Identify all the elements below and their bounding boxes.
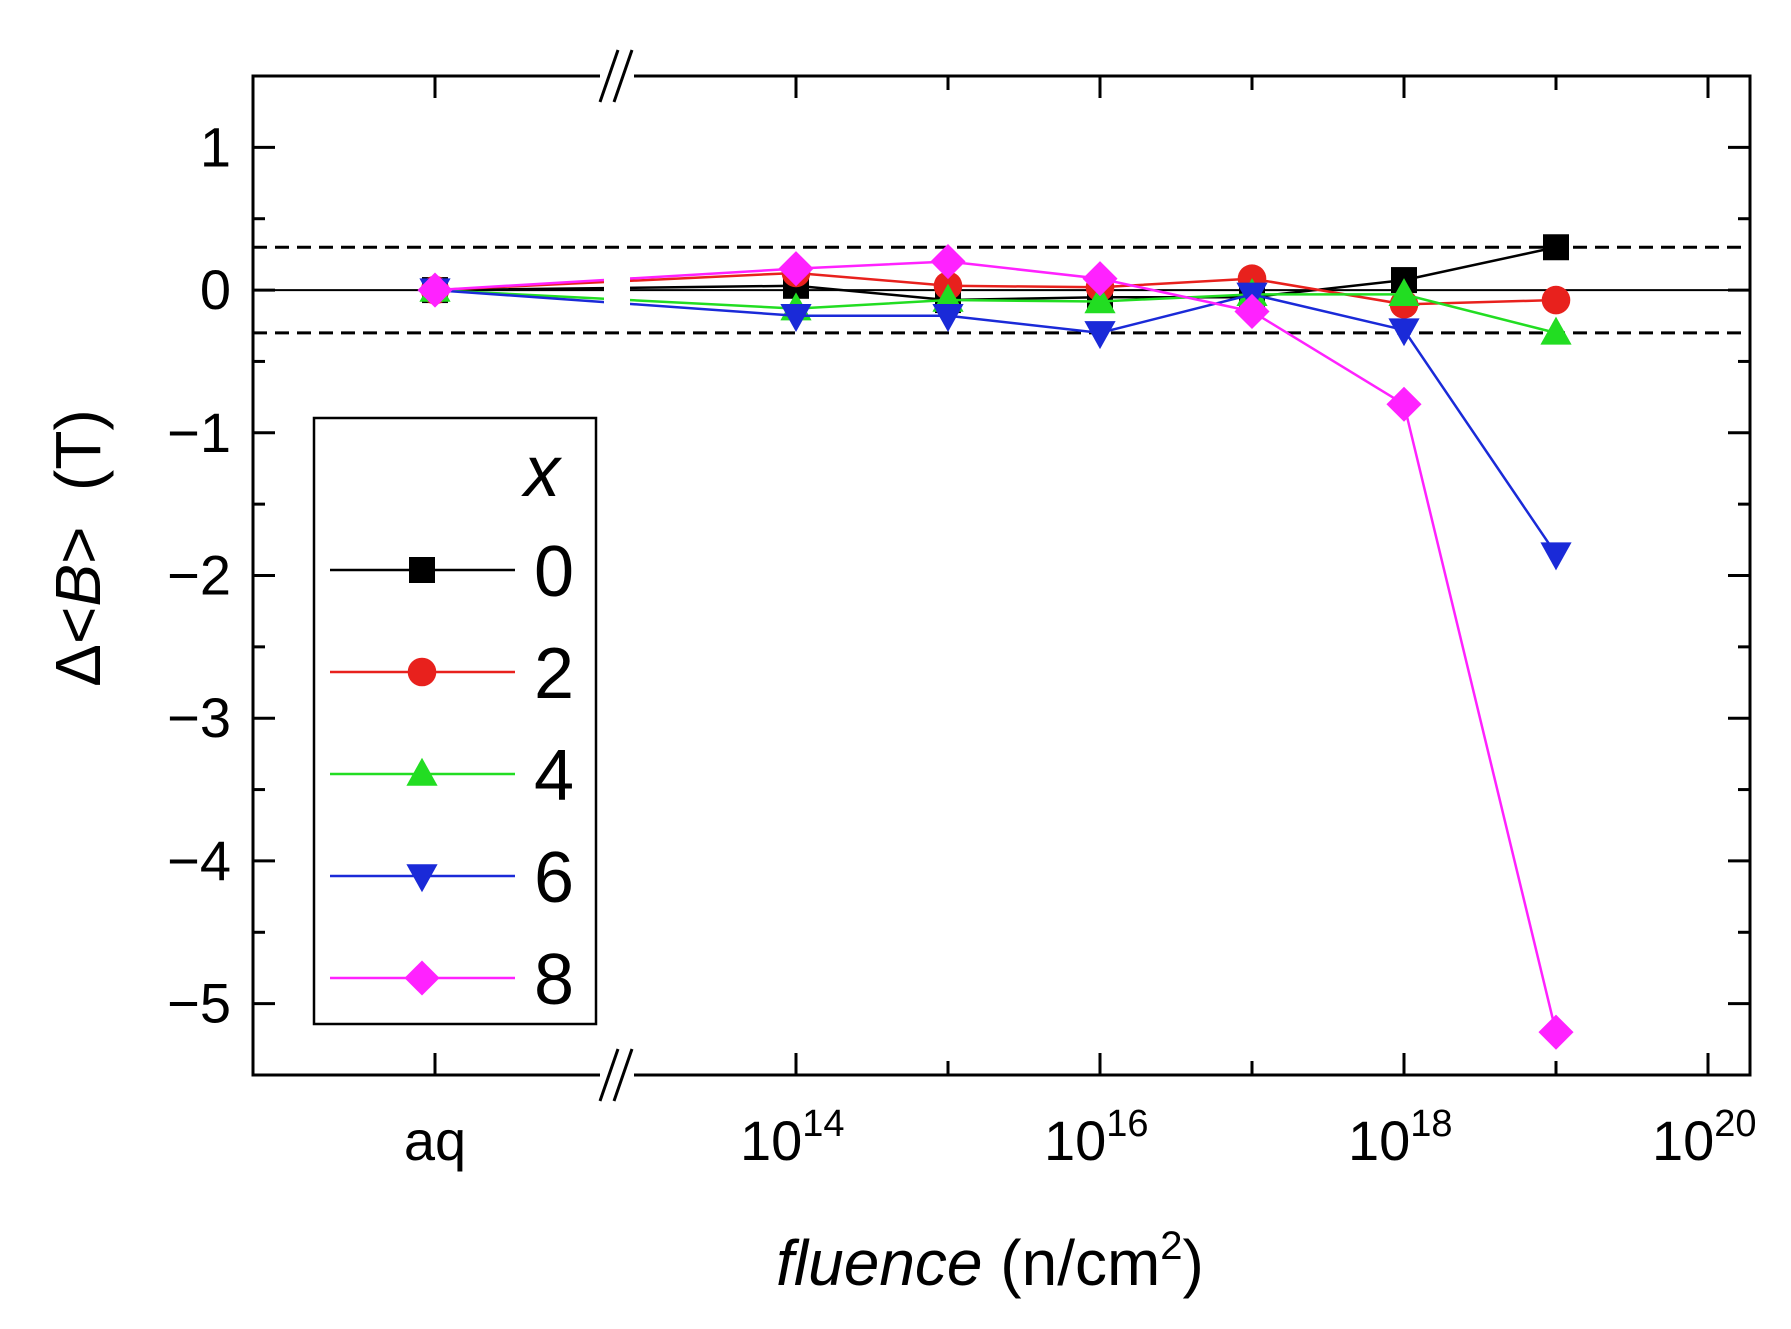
marker-triangle-up [1388, 278, 1420, 307]
legend-label: 8 [534, 940, 574, 1020]
x-tick-label-exponent: 16 [1106, 1103, 1148, 1145]
marker-triangle-down [406, 864, 438, 893]
y-tick-label: −5 [167, 972, 231, 1035]
x-tick-label: 1020 [1652, 1103, 1757, 1172]
marker-triangle-down [1084, 321, 1116, 350]
series-line [434, 260, 1558, 1033]
y-tick-label: −2 [167, 544, 231, 607]
axis-break-bottom [598, 1048, 634, 1102]
marker-circle [1541, 285, 1571, 315]
y-axis-title-delta: Δ< [42, 607, 114, 687]
x-tick-label-base: 10 [740, 1109, 802, 1172]
y-axis-title-unit: > (T) [42, 409, 114, 564]
legend: x 0 2 4 6 8 [312, 416, 598, 1026]
legend-box [312, 416, 598, 1026]
axis-break-slash [612, 49, 634, 103]
marker-diamond [417, 272, 453, 308]
y-tick-label: 0 [200, 258, 231, 321]
marker-triangle-down [1540, 542, 1572, 571]
x-tick-label-exponent: 14 [802, 1103, 844, 1145]
y-tick-label: −3 [167, 686, 231, 749]
x-axis-title-sup: 2 [1160, 1224, 1182, 1268]
legend-label: 4 [534, 736, 574, 816]
x-tick-label-base: 10 [1044, 1109, 1106, 1172]
marker-diamond [404, 960, 440, 996]
marker-square [1543, 234, 1569, 261]
y-axis-title: Δ<B> (T) [42, 409, 114, 686]
legend-item: 4 [330, 736, 574, 816]
legend-item: 8 [330, 940, 574, 1020]
x-tick-label: 1018 [1348, 1103, 1453, 1172]
series-line [434, 246, 1557, 302]
x-tick-label-base: 10 [1652, 1109, 1714, 1172]
marker-triangle-up [1540, 316, 1572, 345]
marker-square [409, 557, 435, 583]
legend-item: 6 [330, 838, 574, 918]
x-axis-title: fluence (n/cm2) [776, 1224, 1204, 1299]
series-8 [417, 243, 1574, 1050]
legend-item: 2 [330, 634, 574, 714]
legend-label: 6 [534, 838, 574, 918]
axis-labels: fluence (n/cm2) Δ<B> (T) [42, 409, 1204, 1299]
marker-diamond [1082, 261, 1118, 297]
y-tick-label: 1 [200, 115, 231, 178]
x-tick-label-exponent: 18 [1410, 1103, 1452, 1145]
marker-diamond [1538, 1014, 1574, 1050]
marker-triangle-down [780, 304, 812, 333]
y-tick-label: −1 [167, 401, 231, 464]
marker-diamond [1234, 293, 1270, 330]
x-tick-label-base: 10 [1348, 1109, 1410, 1172]
y-tick-label: −4 [167, 829, 231, 892]
legend-item: 0 [330, 532, 574, 612]
axis-break-slash [598, 49, 620, 103]
x-axis-title-close: ) [1183, 1227, 1204, 1299]
marker-diamond [778, 251, 814, 287]
marker-triangle-up [1084, 285, 1116, 314]
marker-triangle-down [1388, 318, 1420, 347]
marker-diamond [930, 243, 966, 280]
x-tick-label: aq [404, 1109, 466, 1172]
axis-break-line-gap [604, 255, 630, 315]
marker-circle [407, 657, 437, 687]
x-tick-label-exponent: 20 [1714, 1103, 1756, 1145]
axis-break-slash [598, 1048, 620, 1102]
legend-label: 0 [534, 532, 574, 612]
marker-diamond [1386, 386, 1422, 422]
axis-break-slash [612, 1048, 634, 1102]
x-tick-label: 1014 [740, 1103, 845, 1172]
axis-break-top [598, 49, 634, 103]
series-group [417, 234, 1574, 1050]
marker-triangle-up [406, 757, 438, 786]
x-axis-title-italic: fluence [776, 1227, 982, 1299]
series-line [434, 288, 1558, 555]
legend-label: 2 [534, 634, 574, 714]
legend-title: x [521, 432, 563, 512]
y-axis-title-italic: B [42, 564, 114, 607]
x-tick-label: 1016 [1044, 1103, 1149, 1172]
marker-triangle-down [932, 304, 964, 333]
x-axis-title-unit: (n/cm [983, 1227, 1161, 1299]
